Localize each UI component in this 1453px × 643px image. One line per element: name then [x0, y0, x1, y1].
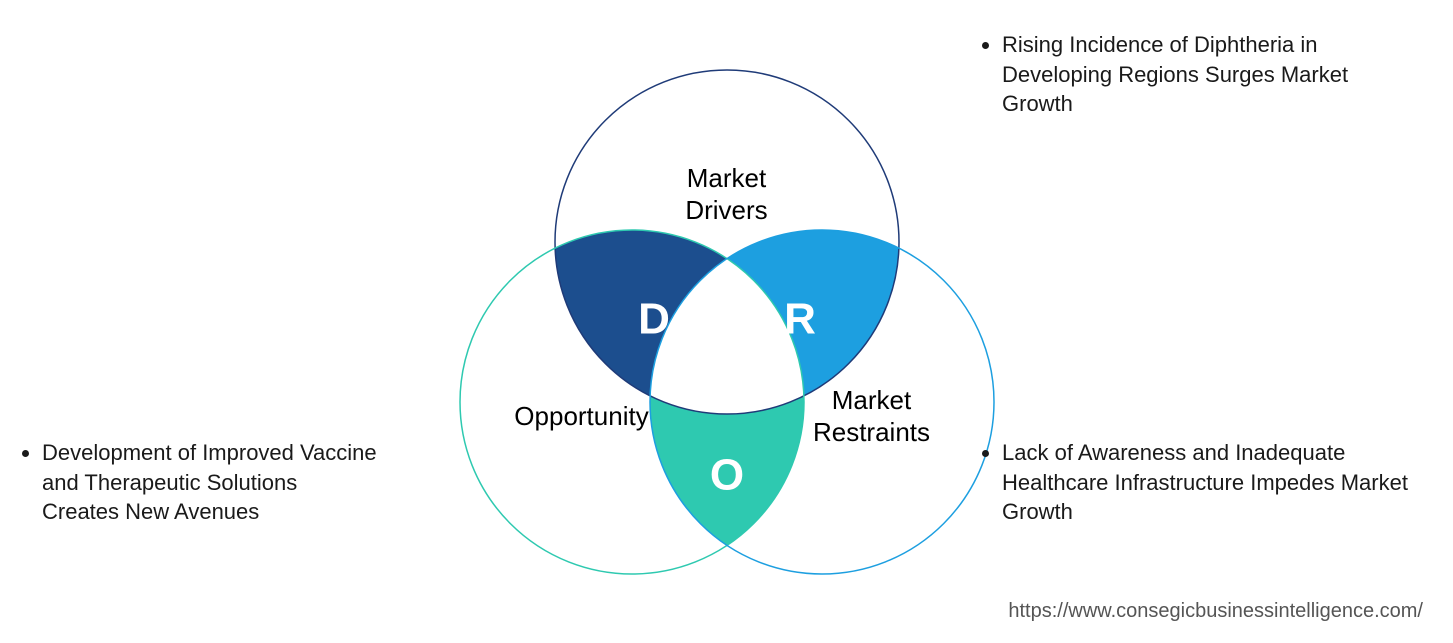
bullets-bottom-left: Development of Improved Vaccine and Ther… [20, 438, 380, 531]
bullets-top-right: Rising Incidence of Diphtheria in Develo… [980, 30, 1410, 123]
source-url: https://www.consegicbusinessintelligence… [1008, 600, 1423, 623]
letter-o: O [709, 450, 743, 499]
bullet-item: Rising Incidence of Diphtheria in Develo… [1002, 30, 1410, 119]
venn-diagram: D R O MarketDrivers Opportunity MarketRe… [407, 42, 1047, 602]
bullets-bottom-right: Lack of Awareness and Inadequate Healthc… [980, 438, 1410, 531]
label-right-line1: MarketRestraints [813, 385, 930, 448]
letter-d: D [638, 294, 670, 343]
bullet-item: Lack of Awareness and Inadequate Healthc… [1002, 438, 1410, 527]
label-left: Opportunity [514, 400, 648, 433]
venn-svg: D R O [407, 42, 1047, 602]
label-top-line1: MarketDrivers [685, 163, 767, 226]
bullet-item: Development of Improved Vaccine and Ther… [42, 438, 380, 527]
label-top: MarketDrivers [685, 162, 767, 227]
letter-r: R [784, 294, 816, 343]
label-right: MarketRestraints [813, 384, 930, 449]
label-left-line1: Opportunity [514, 401, 648, 431]
diagram-root: D R O MarketDrivers Opportunity MarketRe… [0, 0, 1453, 643]
